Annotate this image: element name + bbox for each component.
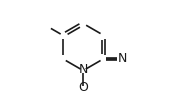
Text: N: N (118, 52, 127, 65)
Text: N: N (78, 63, 88, 76)
Text: O: O (78, 81, 88, 94)
